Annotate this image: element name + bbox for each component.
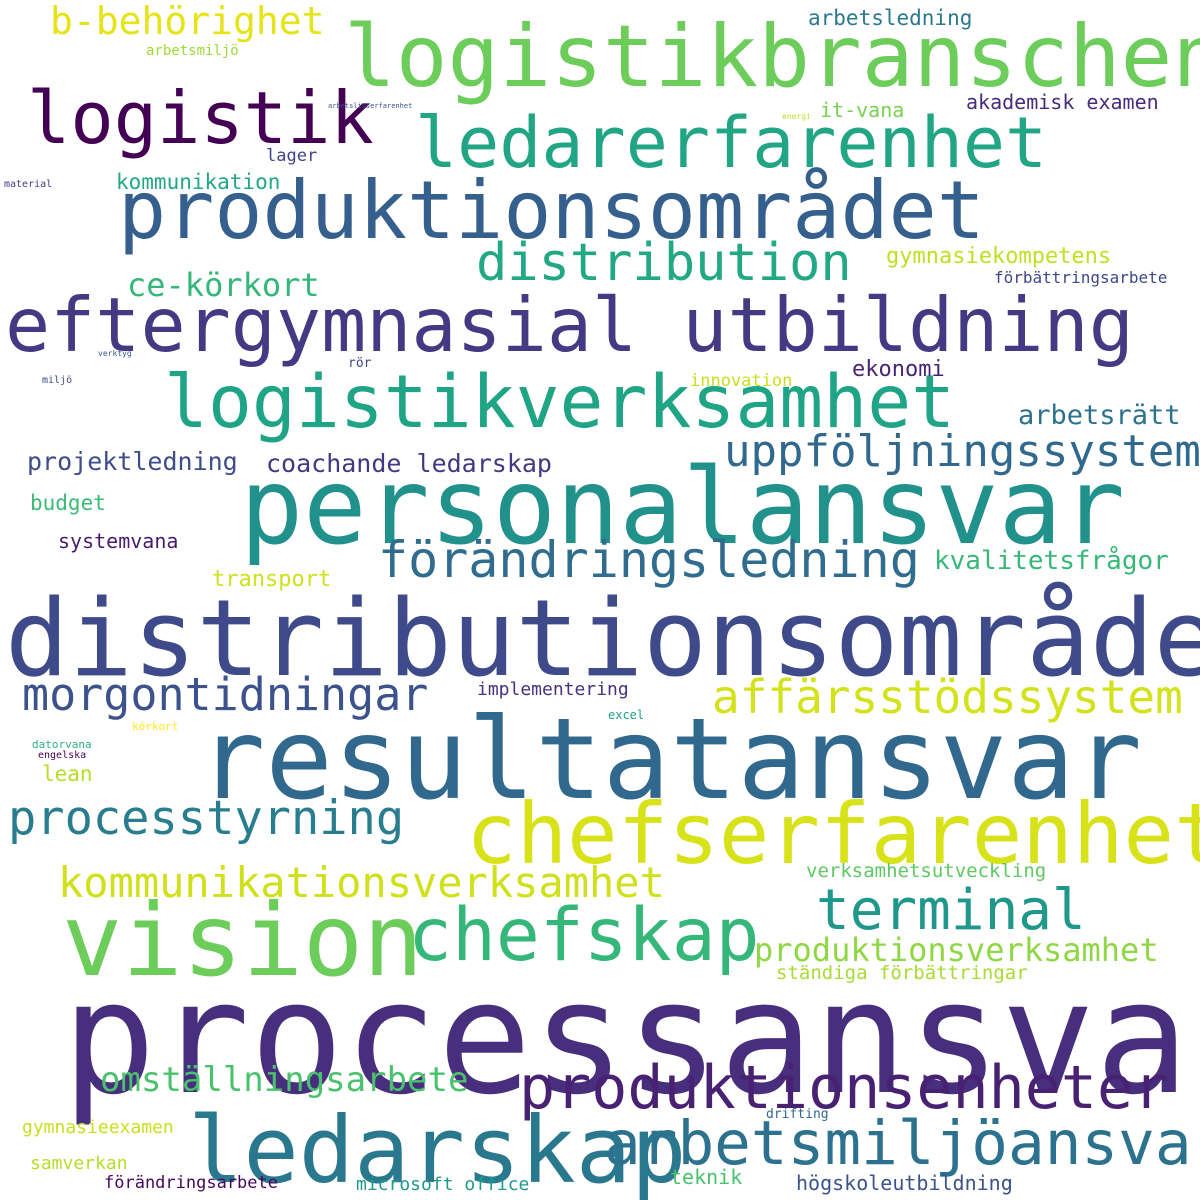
- cloud-word: datorvana: [32, 738, 92, 751]
- cloud-word: implementering: [477, 679, 629, 700]
- cloud-word: distribution: [476, 233, 852, 293]
- cloud-word: arbetsledning: [808, 6, 973, 30]
- cloud-word: projektledning: [27, 447, 238, 476]
- cloud-word: drifting: [766, 1107, 829, 1122]
- cloud-word: högskoleutbildning: [796, 1171, 1013, 1195]
- cloud-word: affärsstödssystem: [712, 670, 1183, 724]
- cloud-word: körkort: [132, 720, 179, 733]
- cloud-word: arbetslivserfarenhet: [328, 102, 413, 110]
- cloud-word: gymnasiekompetens: [886, 244, 1112, 269]
- cloud-word: produktionsområdet: [118, 164, 985, 257]
- cloud-word: lager: [266, 146, 318, 166]
- cloud-word: kvalitetsfrågor: [934, 546, 1169, 576]
- cloud-word: engelska: [38, 750, 87, 761]
- cloud-word: förändringsledning: [378, 531, 920, 589]
- cloud-word: arbetsmiljöansvar: [604, 1108, 1200, 1179]
- cloud-word: ce-körkort: [127, 266, 320, 304]
- cloud-word: processansvar: [62, 947, 1200, 1129]
- cloud-word: rör: [348, 356, 372, 371]
- cloud-word: terminal: [816, 878, 1086, 943]
- cloud-word: systemvana: [58, 529, 179, 553]
- cloud-word: lean: [42, 762, 93, 786]
- cloud-word: verktyg: [98, 349, 132, 358]
- cloud-word: coachande ledarskap: [266, 449, 552, 478]
- cloud-word: excel: [608, 708, 645, 722]
- cloud-word: chefserfarenhet: [466, 785, 1200, 883]
- cloud-word: produktionsverksamhet: [754, 931, 1159, 969]
- cloud-word: logistik: [27, 76, 374, 160]
- cloud-word: samverkan: [30, 1153, 128, 1174]
- cloud-word: budget: [30, 491, 106, 515]
- cloud-word: microsoft office: [356, 1174, 530, 1195]
- cloud-word: b-behörighet: [50, 0, 325, 43]
- cloud-word: förbättringsarbete: [994, 268, 1168, 287]
- cloud-word: distributionsområde: [5, 577, 1200, 700]
- cloud-word: miljö: [42, 375, 73, 386]
- cloud-word: logistikbranschen: [344, 7, 1200, 107]
- cloud-word: morgontidningar: [22, 668, 429, 721]
- cloud-word: material: [4, 179, 53, 190]
- cloud-word: kommunikation: [116, 170, 281, 194]
- cloud-word: ledarerfarenhet: [415, 102, 1048, 184]
- cloud-word: personalansvar: [240, 446, 1126, 568]
- cloud-word: gymnasieexamen: [22, 1117, 174, 1138]
- cloud-word: processtyrning: [8, 791, 405, 846]
- cloud-word: transport: [212, 567, 332, 592]
- cloud-word: förändringsarbete: [104, 1173, 278, 1193]
- cloud-word: arbetsmiljö: [146, 43, 239, 59]
- cloud-word: it-vana: [820, 98, 905, 122]
- cloud-word: ständiga förbättringar: [776, 962, 1028, 984]
- cloud-word: eftergymnasial utbildning: [5, 281, 1134, 369]
- cloud-word: ekonomi: [852, 357, 945, 382]
- cloud-word: arbetsrätt: [1018, 400, 1181, 431]
- cloud-word: ledarskap: [188, 1097, 687, 1200]
- cloud-word: omställningsarbete: [100, 1060, 469, 1100]
- cloud-word: produktionsenheter: [519, 1053, 1170, 1123]
- cloud-word: energi: [782, 112, 811, 121]
- cloud-word: resultatansvar: [198, 695, 1143, 825]
- cloud-word: kommunikationsverksamhet: [58, 858, 665, 907]
- cloud-word: verksamhetsutveckling: [806, 860, 1047, 882]
- cloud-word: innovation: [690, 371, 793, 391]
- cloud-word: vision: [62, 882, 424, 999]
- cloud-word: akademisk examen: [966, 90, 1159, 114]
- cloud-word: logistikverksamhet: [164, 360, 956, 445]
- cloud-word: chefskap: [408, 893, 760, 978]
- cloud-word: uppföljningssystem: [724, 426, 1200, 477]
- cloud-word: teknik: [670, 1165, 743, 1189]
